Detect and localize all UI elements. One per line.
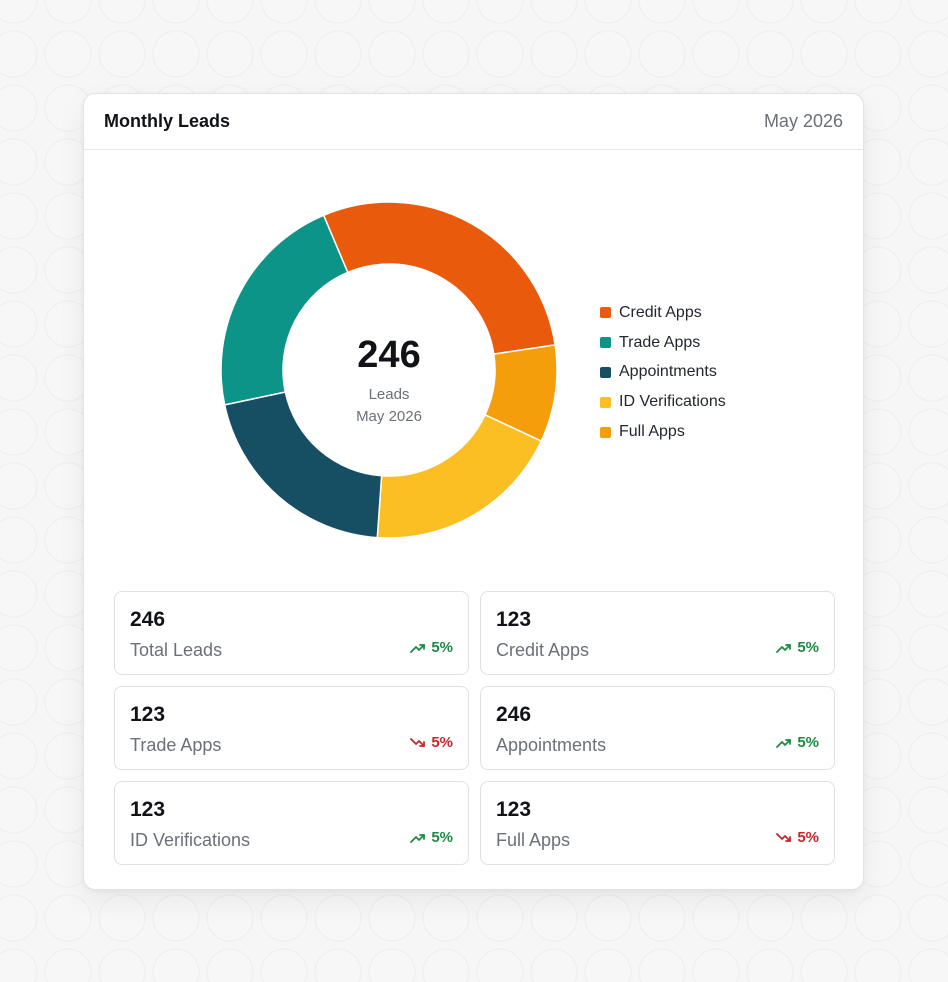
chart-legend: Credit Apps Trade Apps Appointments ID V… bbox=[600, 298, 726, 447]
trend-indicator: 5% bbox=[410, 734, 453, 751]
stat-label: Trade Apps bbox=[130, 735, 222, 755]
legend-item-full-apps[interactable]: Full Apps bbox=[600, 417, 726, 447]
legend-item-credit-apps[interactable]: Credit Apps bbox=[600, 298, 726, 328]
legend-item-trade-apps[interactable]: Trade Apps bbox=[600, 328, 726, 358]
stat-value: 246 bbox=[496, 703, 532, 726]
stat-label: Full Apps bbox=[496, 830, 571, 850]
trend-indicator: 5% bbox=[776, 829, 819, 846]
trend-value: 5% bbox=[431, 829, 453, 846]
legend-label: Credit Apps bbox=[619, 303, 702, 321]
legend-label: Appointments bbox=[619, 363, 717, 381]
donut-center-label: Leads bbox=[369, 386, 410, 403]
trending-up-icon bbox=[410, 643, 426, 653]
stat-label: Credit Apps bbox=[496, 640, 590, 660]
legend-label: Full Apps bbox=[619, 423, 685, 441]
trend-indicator: 5% bbox=[410, 639, 453, 656]
trending-down-icon bbox=[410, 737, 426, 747]
legend-swatch bbox=[600, 307, 611, 319]
trend-indicator: 5% bbox=[776, 734, 819, 751]
card-header: Monthly Leads May 2026 bbox=[84, 94, 863, 150]
card-date: May 2026 bbox=[763, 111, 843, 131]
stat-card-appointments[interactable]: 246 Appointments 5% bbox=[480, 686, 835, 770]
donut-center-sublabel: May 2026 bbox=[356, 408, 422, 425]
trending-up-icon bbox=[776, 643, 792, 653]
slice-id-verifications[interactable] bbox=[376, 413, 543, 539]
legend-swatch bbox=[600, 396, 611, 408]
legend-label: ID Verifications bbox=[619, 393, 726, 411]
donut-center-value: 246 bbox=[357, 334, 420, 376]
trend-value: 5% bbox=[797, 829, 819, 846]
trend-indicator: 5% bbox=[410, 829, 453, 846]
stat-card-full-apps[interactable]: 123 Full Apps 5% bbox=[480, 781, 835, 865]
stat-card-credit-apps[interactable]: 123 Credit Apps 5% bbox=[480, 591, 835, 675]
stat-value: 123 bbox=[496, 798, 532, 821]
monthly-leads-card: Monthly Leads May 2026 246 Leads May 202… bbox=[83, 93, 864, 890]
stat-value: 123 bbox=[496, 608, 532, 631]
legend-item-id-verifications[interactable]: ID Verifications bbox=[600, 387, 726, 417]
trend-value: 5% bbox=[431, 639, 453, 656]
stat-label: Total Leads bbox=[130, 640, 223, 660]
legend-swatch bbox=[600, 426, 611, 438]
card-title: Monthly Leads bbox=[104, 111, 231, 131]
trending-down-icon bbox=[776, 832, 792, 842]
legend-swatch bbox=[600, 366, 611, 378]
stat-label: ID Verifications bbox=[130, 830, 251, 850]
slice-appointments[interactable] bbox=[223, 391, 383, 539]
trend-indicator: 5% bbox=[776, 639, 819, 656]
stat-value: 123 bbox=[130, 798, 166, 821]
stat-card-id-verifications[interactable]: 123 ID Verifications 5% bbox=[114, 781, 469, 865]
trending-up-icon bbox=[776, 738, 792, 748]
trend-value: 5% bbox=[431, 734, 453, 751]
slice-credit-apps[interactable] bbox=[322, 201, 556, 355]
stat-card-trade-apps[interactable]: 123 Trade Apps 5% bbox=[114, 686, 469, 770]
legend-item-appointments[interactable]: Appointments bbox=[600, 358, 726, 388]
slice-trade-apps[interactable] bbox=[220, 214, 349, 406]
legend-swatch bbox=[600, 337, 611, 349]
trending-up-icon bbox=[410, 833, 426, 843]
stat-value: 123 bbox=[130, 703, 166, 726]
trend-value: 5% bbox=[797, 639, 819, 656]
stat-card-total-leads[interactable]: 246 Total Leads 5% bbox=[114, 591, 469, 675]
stat-value: 246 bbox=[130, 608, 166, 631]
trend-value: 5% bbox=[797, 734, 819, 751]
legend-label: Trade Apps bbox=[619, 333, 701, 351]
stats-grid: 246 Total Leads 5% 123 Credit Apps 5% 12… bbox=[114, 591, 835, 865]
stat-label: Appointments bbox=[496, 735, 607, 755]
donut-chart: 246 Leads May 2026 bbox=[220, 201, 558, 539]
